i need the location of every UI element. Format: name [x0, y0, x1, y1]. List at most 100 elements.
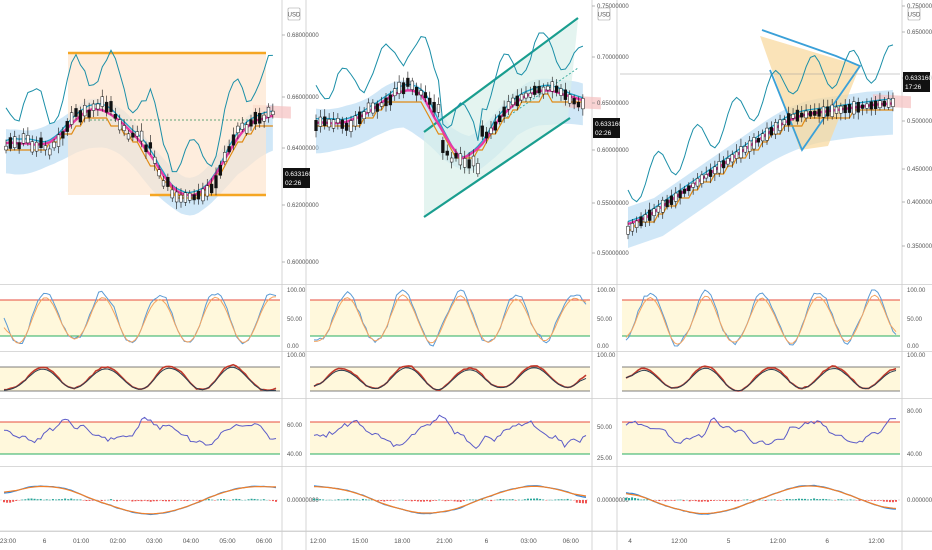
macd-histogram-bar	[788, 499, 791, 501]
macd-histogram-bar	[474, 499, 477, 501]
macd-histogram-bar	[21, 499, 24, 501]
rsi-band	[310, 422, 590, 454]
candle	[397, 81, 401, 94]
macd-histogram-bar	[828, 499, 831, 501]
candle	[170, 189, 174, 199]
candle	[546, 85, 550, 91]
candle	[366, 102, 371, 113]
macd-histogram-bar	[398, 499, 401, 501]
price-tick-label: 0.75000000	[597, 4, 629, 10]
time-tick-label: 03:00	[146, 538, 163, 545]
macd-histogram-bar	[262, 499, 265, 501]
candle	[726, 158, 730, 165]
candle	[87, 109, 91, 118]
signal-line	[625, 485, 897, 515]
macd-histogram-bar	[819, 499, 822, 501]
macd-histogram-bar	[76, 499, 79, 501]
macd-histogram-bar	[235, 498, 238, 501]
macd-histogram-bar	[849, 499, 852, 501]
macd-histogram-bar	[61, 499, 64, 501]
candle	[179, 194, 183, 203]
candle	[13, 136, 17, 148]
macd-histogram-bar	[328, 499, 331, 501]
price-tick-label: 0.50000000	[907, 119, 932, 125]
candle	[161, 180, 166, 187]
candle	[700, 174, 704, 184]
lagging-span	[627, 44, 894, 203]
price-tick-label: 0.62000000	[287, 203, 319, 209]
candle	[65, 120, 69, 132]
macd-histogram-bar	[706, 500, 709, 502]
candle	[891, 98, 895, 107]
time-tick-label: 05:00	[219, 538, 236, 545]
candle	[813, 110, 817, 116]
macd-histogram-bar	[9, 500, 12, 503]
macd-histogram-bar	[709, 500, 712, 501]
candle	[756, 138, 760, 143]
candle	[78, 110, 83, 123]
macd-histogram-bar	[12, 500, 15, 502]
candle	[648, 209, 652, 221]
candle	[869, 101, 873, 110]
candle	[572, 98, 576, 105]
macd-histogram-bar	[882, 500, 885, 502]
macd-histogram-bar	[186, 500, 189, 502]
candle	[384, 97, 388, 107]
candle	[56, 134, 61, 147]
macd-histogram-bar	[895, 500, 897, 502]
rsi-tick-label: 50.00	[597, 425, 613, 431]
macd-histogram-bar	[383, 500, 386, 502]
candle	[209, 183, 214, 194]
stoch-tick-label: 100.00	[907, 288, 926, 294]
candle	[144, 144, 148, 152]
rsi-tick-label: 60.00	[287, 423, 303, 429]
candle	[515, 95, 519, 107]
current-time-label: 02:26	[285, 180, 302, 187]
macd-histogram-bar	[453, 500, 456, 502]
candle	[401, 82, 406, 95]
candle	[708, 169, 713, 177]
macd-histogram-bar	[456, 500, 459, 502]
candle	[240, 122, 244, 130]
currency-label: USD	[288, 13, 301, 19]
candle	[214, 175, 218, 189]
candle	[445, 150, 449, 156]
macd-histogram-bar	[459, 500, 462, 503]
macd-histogram-bar	[322, 499, 325, 501]
macd-histogram-bar	[109, 499, 112, 501]
macd-histogram-bar	[259, 499, 262, 501]
macd-histogram-bar	[797, 498, 800, 501]
macd-histogram-bar	[3, 500, 5, 503]
candle	[568, 94, 572, 104]
candle	[878, 100, 882, 109]
macd-histogram-bar	[271, 500, 274, 502]
currency-label: USD	[598, 13, 611, 19]
macd-histogram-bar	[183, 500, 186, 501]
candle	[860, 104, 865, 109]
macd-histogram-bar	[529, 498, 532, 501]
candle	[463, 158, 467, 168]
macd-histogram-bar	[785, 498, 788, 501]
macd-histogram-bar	[134, 500, 137, 502]
triangle-pattern	[761, 29, 862, 152]
macd-pane-1: 0.00000000	[310, 485, 629, 515]
macd-histogram-bar	[346, 498, 349, 501]
candle	[511, 97, 515, 105]
macd-histogram-bar	[891, 500, 894, 503]
candle	[266, 106, 271, 118]
macd-histogram-bar	[846, 499, 849, 501]
rsi-band	[0, 422, 280, 454]
macd-histogram-bar	[791, 499, 794, 501]
macd-histogram-bar	[355, 499, 358, 501]
macd-histogram-bar	[496, 499, 499, 501]
candle	[528, 92, 533, 98]
candle	[227, 146, 231, 153]
macd-histogram-bar	[15, 500, 18, 501]
time-tick-label: 06:00	[256, 538, 273, 545]
candle	[471, 155, 476, 167]
macd-histogram-bar	[275, 500, 277, 502]
macd-histogram-bar	[697, 500, 700, 502]
macd-histogram-bar	[88, 500, 91, 501]
candle	[761, 133, 765, 142]
